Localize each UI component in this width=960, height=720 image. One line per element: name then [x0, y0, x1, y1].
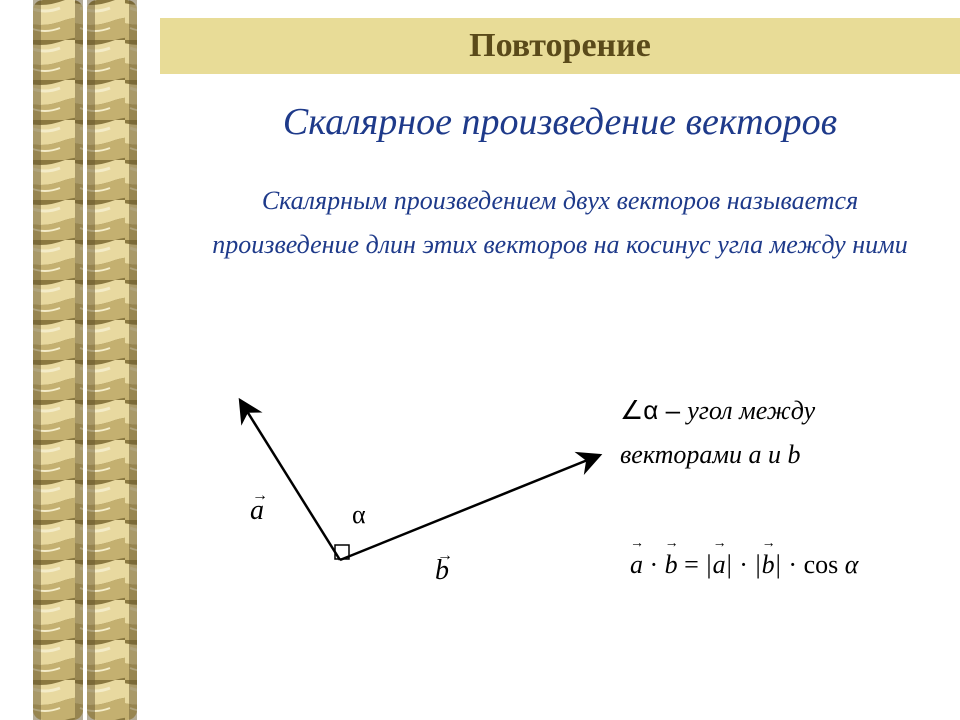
angle-annotation-line2: векторами a и b [620, 440, 801, 470]
definition-text: Скалярным произведением двух векторов на… [180, 179, 940, 267]
main-title: Скалярное произведение векторов [180, 100, 940, 144]
angle-annotation-line1: ∠α – угол между [620, 395, 815, 426]
rope-border [25, 0, 145, 720]
vector-diagram [180, 380, 620, 640]
content-area: Скалярное произведение векторов Скалярны… [180, 100, 940, 267]
header-band: Повторение [160, 18, 960, 74]
header-title: Повторение [469, 27, 651, 65]
diagram-area: →a →b α ∠α – угол между векторами a и b … [180, 380, 940, 680]
dot-product-formula: a · b = |a| · |b| · cos α [630, 550, 858, 580]
vector-b-label: →b [435, 555, 449, 587]
alpha-label: α [352, 500, 366, 530]
vector-a-label: →a [250, 495, 264, 527]
